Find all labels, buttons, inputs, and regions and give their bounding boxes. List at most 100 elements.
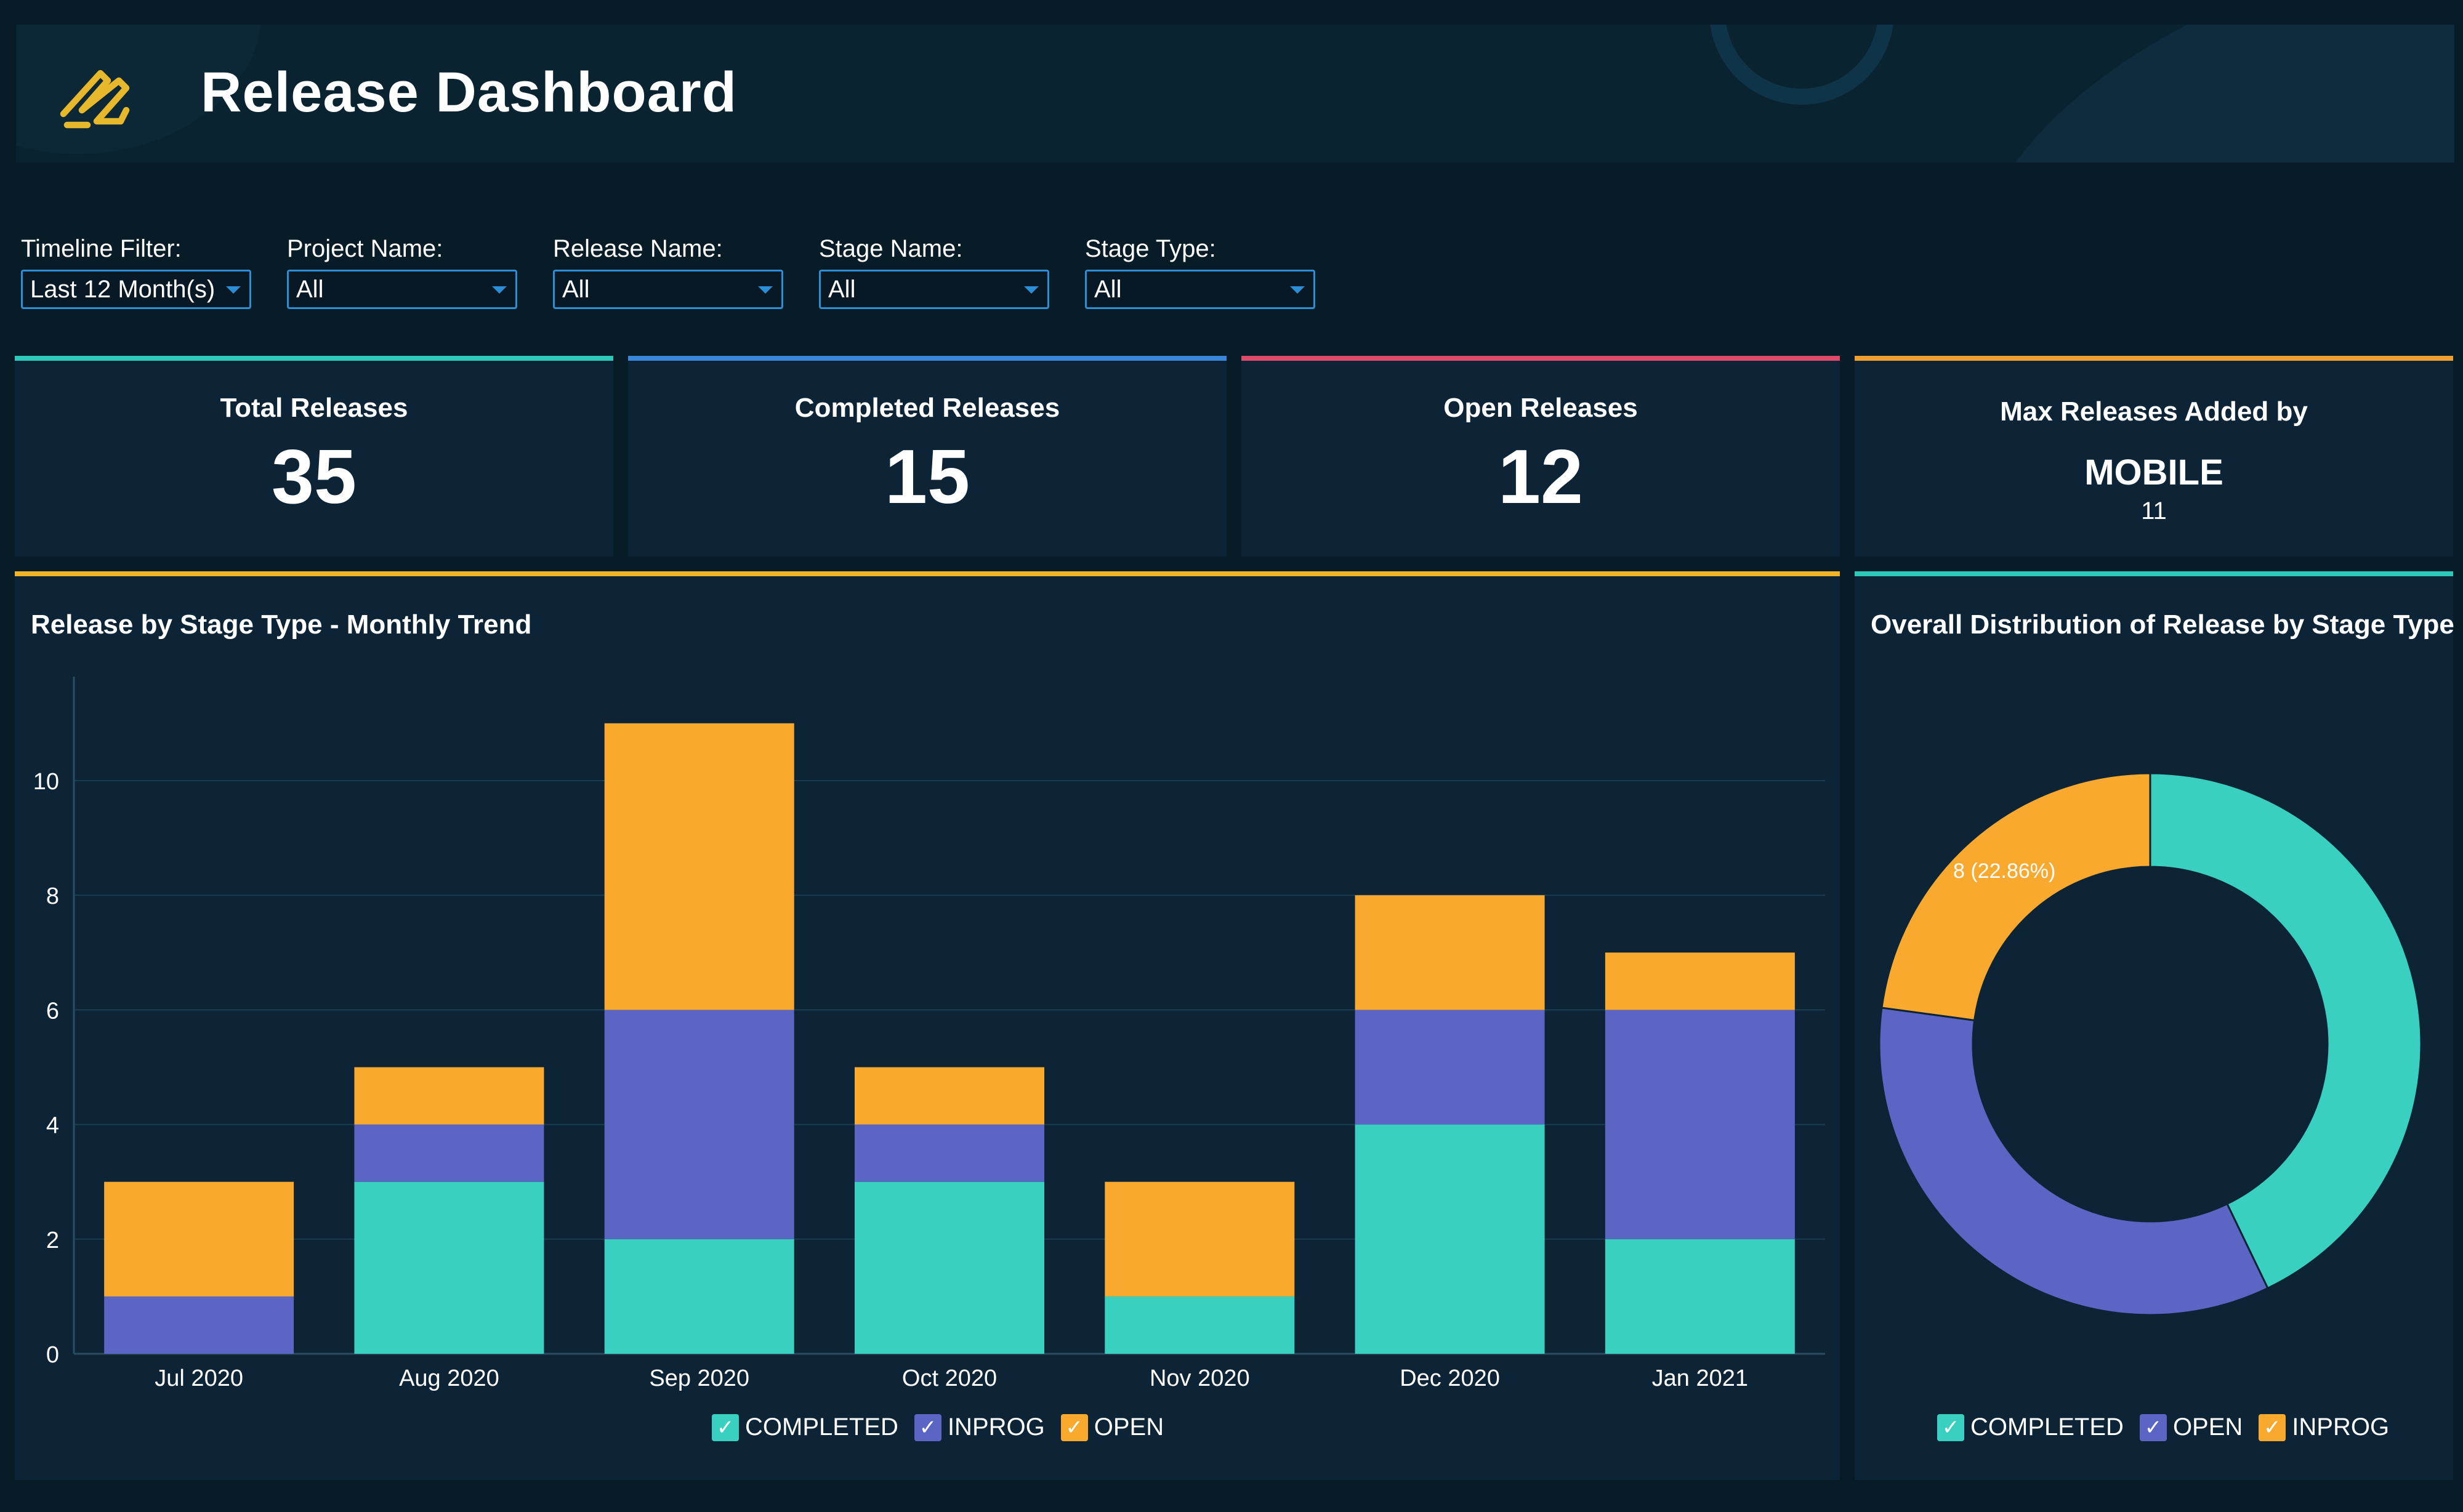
kpi-label: Open Releases bbox=[1443, 393, 1638, 423]
bar-segment-completed bbox=[1605, 1239, 1795, 1354]
distribution-panel: Overall Distribution of Release by Stage… bbox=[1855, 571, 2454, 1480]
bar-segment-completed bbox=[855, 1181, 1044, 1354]
bar-segment-completed bbox=[1355, 1124, 1545, 1354]
kpi-top-name: MOBILE bbox=[2084, 452, 2223, 493]
bar-segment-inprog bbox=[1605, 1010, 1795, 1239]
bar-segment-completed bbox=[354, 1181, 544, 1354]
donut-slice-inprog bbox=[1881, 772, 2151, 1022]
donut-slice-completed bbox=[2149, 772, 2422, 1290]
check-icon: ✓ bbox=[2139, 1413, 2167, 1441]
filter-value: All bbox=[1094, 276, 1122, 303]
kpi-label: Total Releases bbox=[220, 393, 408, 423]
y-tick-label: 8 bbox=[46, 883, 59, 909]
kpi-value: 15 bbox=[885, 435, 970, 520]
panel-title: Overall Distribution of Release by Stage… bbox=[1871, 609, 2454, 640]
legend-item-inprog[interactable]: ✓ INPROG bbox=[2259, 1413, 2389, 1441]
bar-segment-open bbox=[1355, 895, 1545, 1010]
y-tick-label: 6 bbox=[46, 998, 59, 1024]
x-tick-label: Aug 2020 bbox=[399, 1365, 499, 1391]
stage-name-select[interactable]: All bbox=[819, 270, 1049, 309]
panel-title: Release by Stage Type - Monthly Trend bbox=[31, 609, 532, 640]
bar-segment-inprog bbox=[1355, 1010, 1545, 1125]
timeline-filter-select[interactable]: Last 12 Month(s) bbox=[21, 270, 251, 309]
filter-label: Timeline Filter: bbox=[21, 235, 182, 262]
x-tick-label: Oct 2020 bbox=[902, 1365, 997, 1391]
banner-decoration bbox=[1709, 25, 1894, 105]
bar-segment-inprog bbox=[104, 1296, 294, 1354]
donut-legend: ✓ COMPLETED ✓ OPEN ✓ INPROG bbox=[1937, 1413, 2389, 1441]
release-name-filter: Release Name: All bbox=[553, 235, 783, 309]
bar-segment-open bbox=[855, 1067, 1044, 1125]
legend-label: OPEN bbox=[1094, 1413, 1164, 1441]
x-tick-label: Nov 2020 bbox=[1150, 1365, 1250, 1391]
filter-bar: Timeline Filter: Last 12 Month(s) Projec… bbox=[0, 235, 1355, 321]
legend-item-open[interactable]: ✓ OPEN bbox=[1060, 1413, 1164, 1441]
trend-legend: ✓ COMPLETED ✓ INPROG ✓ OPEN bbox=[712, 1413, 1164, 1441]
legend-item-open[interactable]: ✓ OPEN bbox=[2139, 1413, 2243, 1441]
legend-item-completed[interactable]: ✓ COMPLETED bbox=[712, 1413, 898, 1441]
filter-label: Stage Type: bbox=[1085, 235, 1216, 262]
x-tick-label: Dec 2020 bbox=[1400, 1365, 1500, 1391]
filter-value: All bbox=[296, 276, 324, 303]
timeline-filter: Timeline Filter: Last 12 Month(s) bbox=[21, 235, 251, 309]
stage-name-filter: Stage Name: All bbox=[819, 235, 1049, 309]
check-icon: ✓ bbox=[1060, 1413, 1088, 1441]
distribution-donut-chart: 8 (22.86%) bbox=[1878, 772, 2422, 1316]
y-tick-label: 10 bbox=[33, 769, 59, 795]
filter-label: Release Name: bbox=[553, 235, 723, 262]
check-icon: ✓ bbox=[914, 1413, 941, 1441]
banner-decoration bbox=[1919, 25, 2454, 163]
kpi-open-releases[interactable]: Open Releases 12 bbox=[1241, 356, 1840, 557]
y-tick-label: 4 bbox=[46, 1113, 59, 1139]
legend-item-inprog[interactable]: ✓ INPROG bbox=[914, 1413, 1045, 1441]
check-icon: ✓ bbox=[1937, 1413, 1964, 1441]
kpi-label: Completed Releases bbox=[794, 393, 1060, 423]
y-tick-label: 2 bbox=[46, 1228, 59, 1253]
check-icon: ✓ bbox=[712, 1413, 739, 1441]
legend-item-completed[interactable]: ✓ COMPLETED bbox=[1937, 1413, 2124, 1441]
project-name-filter: Project Name: All bbox=[287, 235, 517, 309]
header-banner: Release Dashboard bbox=[16, 25, 2454, 163]
bar-segment-open bbox=[1605, 952, 1795, 1010]
project-name-select[interactable]: All bbox=[287, 270, 517, 309]
kpi-value: 11 bbox=[2141, 497, 2167, 525]
donut-data-label: 8 (22.86%) bbox=[1953, 859, 2055, 883]
stage-type-filter: Stage Type: All bbox=[1085, 235, 1315, 309]
chevron-down-icon bbox=[1024, 286, 1039, 294]
kpi-total-releases[interactable]: Total Releases 35 bbox=[15, 356, 613, 557]
bar-segment-open bbox=[604, 723, 794, 1010]
monthly-trend-panel: Release by Stage Type - Monthly Trend 0 2… bbox=[15, 571, 1840, 1480]
legend-label: INPROG bbox=[2292, 1413, 2390, 1441]
bar-segment-open bbox=[354, 1067, 544, 1125]
filter-value: All bbox=[562, 276, 590, 303]
legend-label: OPEN bbox=[2172, 1413, 2243, 1441]
legend-label: COMPLETED bbox=[745, 1413, 898, 1441]
chevron-down-icon bbox=[1290, 286, 1305, 294]
donut-slice-open bbox=[1878, 1007, 2269, 1316]
page-title: Release Dashboard bbox=[201, 61, 737, 124]
filter-label: Stage Name: bbox=[819, 235, 963, 262]
pen-signature-icon bbox=[60, 70, 130, 129]
bar-segment-completed bbox=[1105, 1296, 1295, 1354]
kpi-completed-releases[interactable]: Completed Releases 15 bbox=[628, 356, 1227, 557]
monthly-trend-chart: 0 2 4 6 8 10 Jul 2020 Aug 2020 Sep 2020 Oct 2020 N… bbox=[33, 677, 1825, 1391]
bar-segment-inprog bbox=[354, 1124, 544, 1182]
stage-type-select[interactable]: All bbox=[1085, 270, 1315, 309]
legend-label: COMPLETED bbox=[1970, 1413, 2124, 1441]
filter-label: Project Name: bbox=[287, 235, 443, 262]
kpi-max-releases-added-by[interactable]: Max Releases Added by MOBILE 11 bbox=[1855, 356, 2453, 557]
kpi-value: 12 bbox=[1498, 435, 1583, 520]
release-name-select[interactable]: All bbox=[553, 270, 783, 309]
chevron-down-icon bbox=[492, 286, 507, 294]
kpi-value: 35 bbox=[272, 435, 357, 520]
check-icon: ✓ bbox=[2259, 1413, 2286, 1441]
chevron-down-icon bbox=[226, 286, 241, 294]
bar-segment-open bbox=[1105, 1181, 1295, 1297]
y-tick-label: 0 bbox=[46, 1342, 59, 1368]
legend-label: INPROG bbox=[947, 1413, 1045, 1441]
bar-segment-inprog bbox=[855, 1124, 1044, 1182]
x-tick-label: Sep 2020 bbox=[649, 1365, 749, 1391]
bar-segment-open bbox=[104, 1181, 294, 1297]
bar-segment-completed bbox=[604, 1239, 794, 1354]
chevron-down-icon bbox=[758, 286, 773, 294]
